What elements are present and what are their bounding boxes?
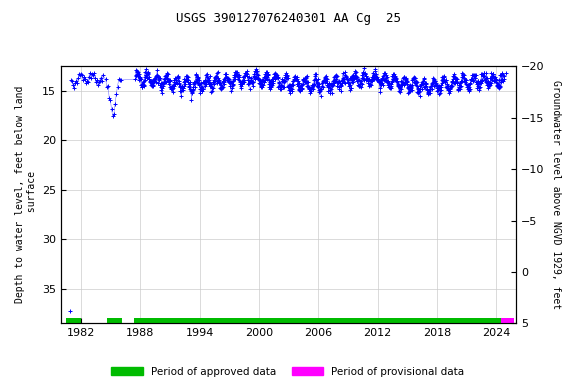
Text: USGS 390127076240301 AA Cg  25: USGS 390127076240301 AA Cg 25 [176,12,400,25]
Bar [107,318,123,323]
Bar [134,318,501,323]
Y-axis label: Depth to water level, feet below land
 surface: Depth to water level, feet below land su… [15,86,37,303]
Bar [501,318,514,323]
Bar [66,318,81,323]
Y-axis label: Groundwater level above NGVD 1929, feet: Groundwater level above NGVD 1929, feet [551,80,561,310]
Legend: Period of approved data, Period of provisional data: Period of approved data, Period of provi… [109,365,467,379]
